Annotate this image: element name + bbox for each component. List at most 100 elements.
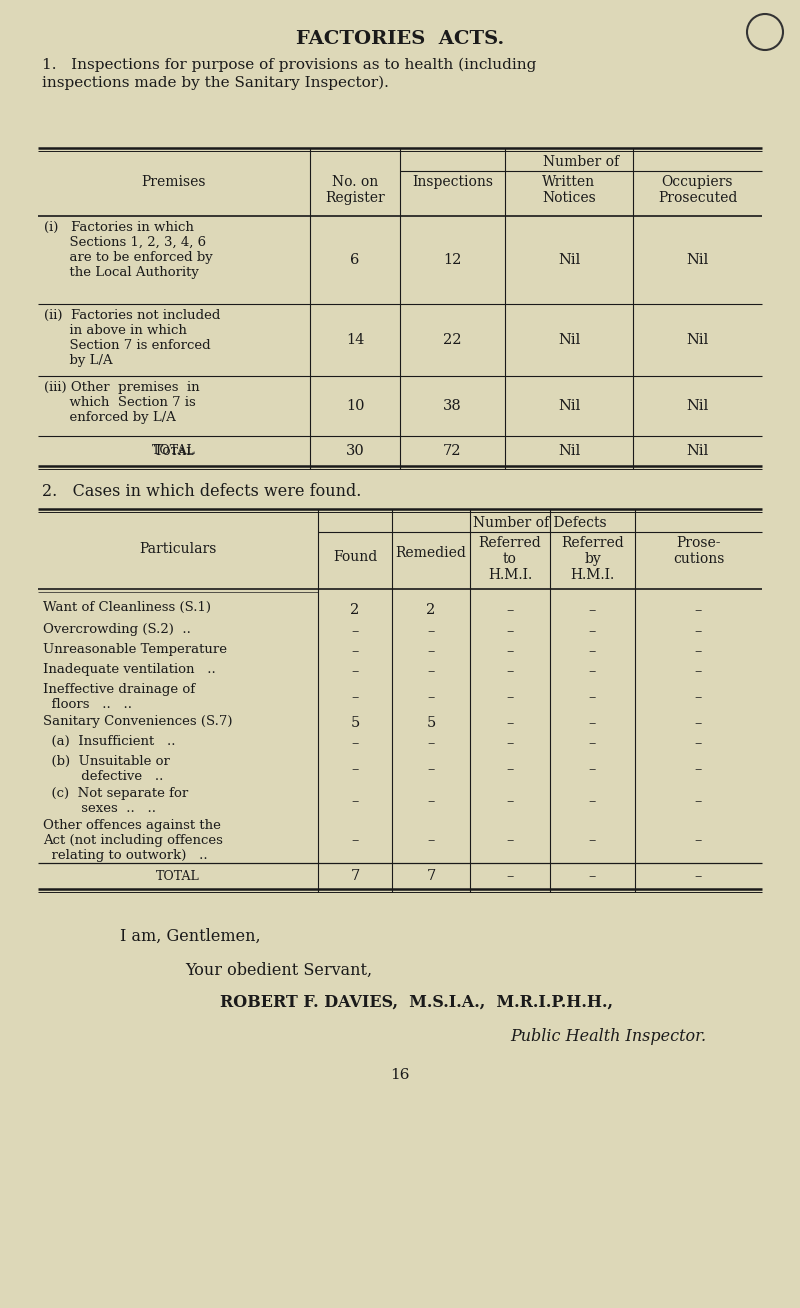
Text: –: – xyxy=(427,644,434,658)
Text: –: – xyxy=(506,736,514,749)
Text: I am, Gentlemen,: I am, Gentlemen, xyxy=(120,927,261,944)
Text: 5: 5 xyxy=(350,715,360,730)
Text: 2: 2 xyxy=(350,603,360,617)
Text: Nil: Nil xyxy=(558,443,580,458)
Text: ROBERT F. DAVIES,  M.S.I.A.,  M.R.I.P.H.H.,: ROBERT F. DAVIES, M.S.I.A., M.R.I.P.H.H.… xyxy=(220,994,613,1011)
Text: 1.   Inspections for purpose of provisions as to health (including: 1. Inspections for purpose of provisions… xyxy=(42,58,536,72)
Text: Sanitary Conveniences (S.7): Sanitary Conveniences (S.7) xyxy=(43,715,233,729)
Text: –: – xyxy=(351,624,358,638)
Text: 7: 7 xyxy=(426,869,436,883)
Text: Number of Defects: Number of Defects xyxy=(473,515,607,530)
Text: –: – xyxy=(506,624,514,638)
Text: Nil: Nil xyxy=(558,252,580,267)
Text: –: – xyxy=(351,644,358,658)
Text: –: – xyxy=(427,833,434,848)
Text: –: – xyxy=(351,736,358,749)
Text: –: – xyxy=(506,691,514,704)
Text: –: – xyxy=(506,715,514,730)
Text: –: – xyxy=(351,833,358,848)
Text: –: – xyxy=(589,644,596,658)
Text: Number of: Number of xyxy=(543,156,619,169)
Text: Unreasonable Temperature: Unreasonable Temperature xyxy=(43,644,227,657)
Text: –: – xyxy=(589,763,596,776)
Text: 12: 12 xyxy=(443,252,462,267)
Text: –: – xyxy=(589,833,596,848)
Text: –: – xyxy=(506,644,514,658)
Text: –: – xyxy=(506,869,514,883)
Text: 2.   Cases in which defects were found.: 2. Cases in which defects were found. xyxy=(42,483,362,500)
Text: Other offences against the
Act (not including offences
  relating to outwork)   : Other offences against the Act (not incl… xyxy=(43,819,223,862)
Text: –: – xyxy=(427,736,434,749)
Text: Written
Notices: Written Notices xyxy=(542,175,596,205)
Text: –: – xyxy=(506,763,514,776)
Text: –: – xyxy=(695,715,702,730)
Text: Inadequate ventilation   ..: Inadequate ventilation .. xyxy=(43,663,216,676)
Text: –: – xyxy=(695,664,702,678)
Text: Nil: Nil xyxy=(686,399,709,413)
Text: Overcrowding (S.2)  ..: Overcrowding (S.2) .. xyxy=(43,623,191,636)
Text: –: – xyxy=(695,794,702,808)
Text: –: – xyxy=(351,664,358,678)
Text: –: – xyxy=(427,794,434,808)
Text: Want of Cleanliness (S.1): Want of Cleanliness (S.1) xyxy=(43,600,211,613)
Text: Inspections: Inspections xyxy=(412,175,493,188)
Text: (i)   Factories in which
      Sections 1, 2, 3, 4, 6
      are to be enforced b: (i) Factories in which Sections 1, 2, 3,… xyxy=(44,221,213,279)
Text: (a)  Insufficient   ..: (a) Insufficient .. xyxy=(43,735,175,748)
Text: –: – xyxy=(589,603,596,617)
Text: Referred
to
H.M.I.: Referred to H.M.I. xyxy=(478,536,542,582)
Text: 6: 6 xyxy=(350,252,360,267)
Text: Nil: Nil xyxy=(558,399,580,413)
Text: –: – xyxy=(695,603,702,617)
Text: –: – xyxy=(695,833,702,848)
Text: Premises: Premises xyxy=(142,175,206,188)
Text: 10: 10 xyxy=(346,399,364,413)
Text: No. on
Register: No. on Register xyxy=(325,175,385,205)
Text: Your obedient Servant,: Your obedient Servant, xyxy=(185,961,372,978)
Text: –: – xyxy=(351,763,358,776)
Text: –: – xyxy=(695,691,702,704)
Text: –: – xyxy=(506,603,514,617)
Text: inspections made by the Sanitary Inspector).: inspections made by the Sanitary Inspect… xyxy=(42,76,389,90)
Text: –: – xyxy=(589,664,596,678)
Text: –: – xyxy=(589,869,596,883)
Text: –: – xyxy=(506,833,514,848)
Text: Nil: Nil xyxy=(686,252,709,267)
Text: –: – xyxy=(427,763,434,776)
Text: –: – xyxy=(589,691,596,704)
Text: –: – xyxy=(695,644,702,658)
Text: Found: Found xyxy=(333,549,377,564)
Text: 38: 38 xyxy=(443,399,462,413)
Text: 14: 14 xyxy=(346,334,364,347)
Text: (c)  Not separate for
         sexes  ..   ..: (c) Not separate for sexes .. .. xyxy=(43,787,188,815)
Text: Particulars: Particulars xyxy=(139,542,217,556)
Text: –: – xyxy=(695,763,702,776)
Text: –: – xyxy=(695,624,702,638)
Text: Referred
by
H.M.I.: Referred by H.M.I. xyxy=(561,536,624,582)
Text: 72: 72 xyxy=(443,443,462,458)
Text: Tᴏᴛᴀʟ: Tᴏᴛᴀʟ xyxy=(154,443,194,458)
Text: TOTAL: TOTAL xyxy=(156,870,200,883)
Text: Nil: Nil xyxy=(686,443,709,458)
Text: 5: 5 xyxy=(426,715,436,730)
Text: Public Health Inspector.: Public Health Inspector. xyxy=(510,1028,706,1045)
Text: Prose-
cutions: Prose- cutions xyxy=(673,536,724,566)
Text: –: – xyxy=(427,624,434,638)
Text: (ii)  Factories not included
      in above in which
      Section 7 is enforced: (ii) Factories not included in above in … xyxy=(44,309,220,368)
Text: FACTORIES  ACTS.: FACTORIES ACTS. xyxy=(296,30,504,48)
Text: –: – xyxy=(589,715,596,730)
Text: Nil: Nil xyxy=(686,334,709,347)
Text: 16: 16 xyxy=(390,1069,410,1082)
Text: 22: 22 xyxy=(443,334,462,347)
Text: –: – xyxy=(351,691,358,704)
Text: Occupiers
Prosecuted: Occupiers Prosecuted xyxy=(658,175,737,205)
Text: –: – xyxy=(506,664,514,678)
Text: 7: 7 xyxy=(350,869,360,883)
Text: –: – xyxy=(589,794,596,808)
Text: –: – xyxy=(427,691,434,704)
Text: 30: 30 xyxy=(346,443,364,458)
Text: –: – xyxy=(589,624,596,638)
Text: –: – xyxy=(506,794,514,808)
Text: –: – xyxy=(589,736,596,749)
Text: (b)  Unsuitable or
         defective   ..: (b) Unsuitable or defective .. xyxy=(43,755,170,783)
Text: TOTAL: TOTAL xyxy=(152,445,196,458)
